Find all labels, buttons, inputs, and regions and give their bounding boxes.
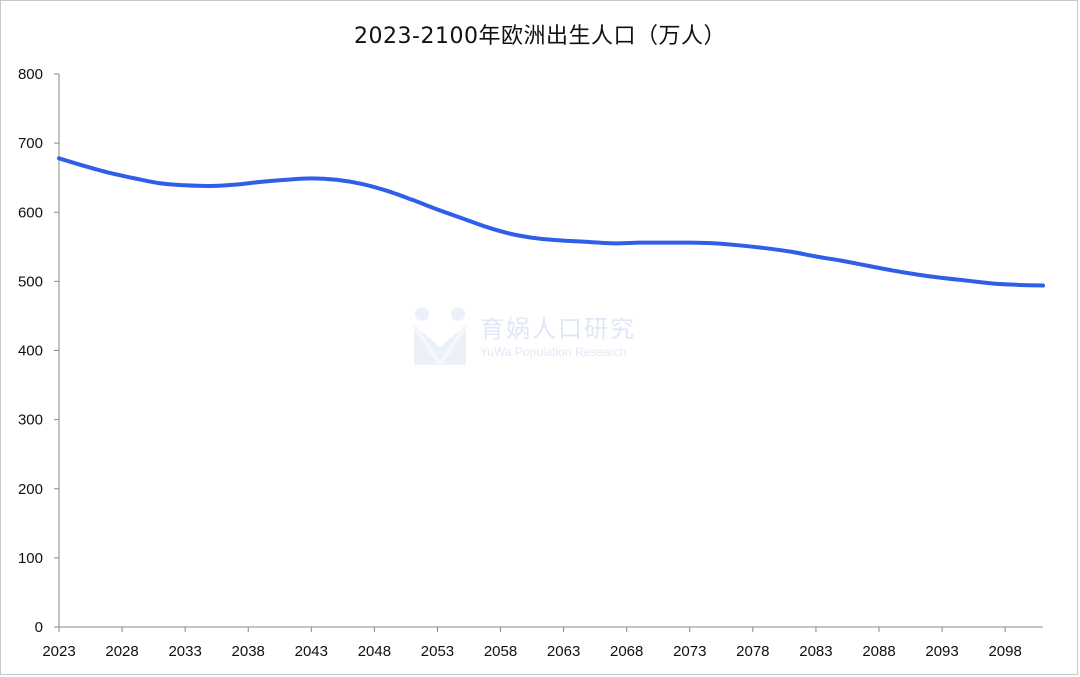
y-tick-label: 600: [18, 204, 43, 221]
data-point: [688, 241, 692, 245]
y-tick-label: 200: [18, 481, 43, 498]
data-point: [435, 207, 439, 211]
data-point: [309, 176, 313, 180]
x-tick-label: 2023: [42, 643, 75, 660]
data-point: [410, 198, 414, 202]
watermark-name-cn: 育娲人口研究: [480, 315, 636, 343]
data-point: [839, 259, 843, 263]
x-tick-label: 2093: [925, 643, 958, 660]
watermark: 育娲人口研究 YuWa Population Research: [412, 305, 634, 372]
data-point: [763, 246, 767, 250]
watermark-name-en: YuWa Population Research: [480, 345, 627, 359]
x-tick-label: 2058: [484, 643, 517, 660]
data-point: [461, 216, 465, 220]
x-tick-label: 2043: [295, 643, 328, 660]
x-tick-label: 2083: [799, 643, 832, 660]
data-point: [536, 237, 540, 241]
watermark-logo-icon: [412, 307, 468, 369]
y-tick-label: 700: [18, 135, 43, 152]
data-point: [789, 250, 793, 254]
data-point: [612, 241, 616, 245]
x-tick-label: 2068: [610, 643, 643, 660]
y-tick-label: 800: [18, 66, 43, 83]
data-point: [562, 239, 566, 243]
data-point: [864, 263, 868, 267]
data-point: [915, 272, 919, 276]
data-point: [814, 254, 818, 258]
x-tick-label: 2033: [168, 643, 201, 660]
data-point: [82, 164, 86, 168]
y-tick-label: 300: [18, 412, 43, 429]
y-tick-label: 0: [35, 619, 43, 636]
y-tick-label: 100: [18, 550, 43, 567]
data-point: [587, 240, 591, 244]
x-tick-label: 2098: [988, 643, 1021, 660]
data-point: [183, 183, 187, 187]
x-tick-label: 2053: [421, 643, 454, 660]
data-point: [360, 182, 364, 186]
series-line-0: [57, 156, 1045, 288]
x-tick-label: 2063: [547, 643, 580, 660]
data-point: [1016, 283, 1020, 287]
y-tick-label: 500: [18, 273, 43, 290]
x-tick-label: 2088: [862, 643, 895, 660]
data-point: [738, 243, 742, 247]
data-point: [1041, 284, 1045, 288]
data-point: [57, 156, 61, 160]
data-point: [890, 268, 894, 272]
x-tick-label: 2028: [105, 643, 138, 660]
x-tick-label: 2038: [232, 643, 265, 660]
data-point: [107, 171, 111, 175]
data-point: [991, 281, 995, 285]
data-point: [940, 276, 944, 280]
data-point: [234, 183, 238, 187]
x-tick-label: 2078: [736, 643, 769, 660]
data-point: [511, 232, 515, 236]
data-point: [208, 184, 212, 188]
y-axis: 0 100 200 300 400 500 600 700 800: [18, 66, 60, 636]
data-point: [965, 279, 969, 283]
x-tick-label: 2048: [358, 643, 391, 660]
data-point: [713, 241, 717, 245]
data-point: [284, 178, 288, 182]
x-axis: 2023 2028 2033 2038 2043 2048 2053 2058 2063 2068…: [42, 626, 1043, 660]
data-point: [486, 225, 490, 229]
data-point: [335, 178, 339, 182]
chart-title: 2023-2100年欧洲出生人口（万人）: [354, 24, 726, 49]
data-point: [385, 189, 389, 193]
data-point: [663, 241, 667, 245]
data-point: [259, 180, 263, 184]
data-point: [637, 241, 641, 245]
series-layer: [57, 156, 1045, 288]
data-point: [133, 176, 137, 180]
data-point: [158, 181, 162, 185]
y-tick-label: 400: [18, 343, 43, 360]
x-tick-label: 2073: [673, 643, 706, 660]
